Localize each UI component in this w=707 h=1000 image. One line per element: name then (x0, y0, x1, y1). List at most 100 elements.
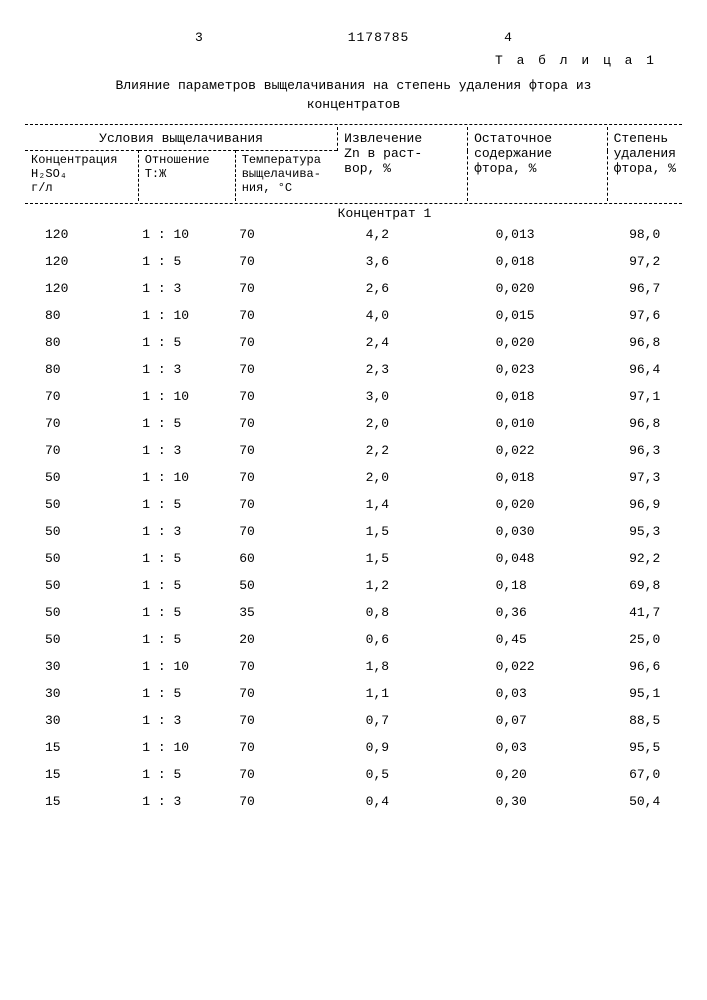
cell-c5: 0,03 (468, 734, 608, 761)
table-row: 151 : 10700,90,0395,5 (25, 734, 682, 761)
cell-c2: 1 : 3 (138, 518, 235, 545)
cell-c6: 97,6 (607, 302, 682, 329)
cell-c1: 15 (25, 734, 138, 761)
cell-c3: 70 (235, 680, 337, 707)
cell-c3: 70 (235, 356, 337, 383)
table-row: 801 : 3702,30,02396,4 (25, 356, 682, 383)
cell-c1: 50 (25, 626, 138, 653)
cell-c6: 98,0 (607, 221, 682, 248)
cell-c2: 1 : 5 (138, 410, 235, 437)
cell-c1: 50 (25, 464, 138, 491)
cell-c3: 50 (235, 572, 337, 599)
cell-c5: 0,022 (468, 437, 608, 464)
cell-c2: 1 : 5 (138, 599, 235, 626)
cell-c2: 1 : 10 (138, 734, 235, 761)
table-row: 151 : 3700,40,3050,4 (25, 788, 682, 815)
cell-c6: 95,1 (607, 680, 682, 707)
table-row: 301 : 3700,70,0788,5 (25, 707, 682, 734)
cell-c5: 0,010 (468, 410, 608, 437)
cell-c5: 0,020 (468, 329, 608, 356)
cell-c2: 1 : 5 (138, 680, 235, 707)
cell-c5: 0,022 (468, 653, 608, 680)
cell-c4: 3,0 (338, 383, 468, 410)
cell-c6: 95,3 (607, 518, 682, 545)
cell-c2: 1 : 5 (138, 572, 235, 599)
table-row: 501 : 5501,20,1869,8 (25, 572, 682, 599)
col-group-conditions: Условия выщелачивания (25, 127, 338, 151)
cell-c5: 0,45 (468, 626, 608, 653)
cell-c2: 1 : 5 (138, 545, 235, 572)
cell-c1: 15 (25, 788, 138, 815)
cell-c4: 2,0 (338, 464, 468, 491)
cell-c5: 0,030 (468, 518, 608, 545)
cell-c2: 1 : 3 (138, 275, 235, 302)
section-label: Концентрат 1 (338, 198, 432, 221)
table-row: 301 : 5701,10,0395,1 (25, 680, 682, 707)
cell-c5: 0,07 (468, 707, 608, 734)
cell-c1: 50 (25, 572, 138, 599)
cell-c2: 1 : 5 (138, 329, 235, 356)
cell-c2: 1 : 5 (138, 761, 235, 788)
section-row: Концентрат 1 (25, 206, 682, 221)
cell-c4: 2,3 (338, 356, 468, 383)
table-row: 501 : 5200,60,4525,0 (25, 626, 682, 653)
cell-c3: 70 (235, 302, 337, 329)
header-row-group: Условия выщелачивания Извлечение Zn в ра… (25, 127, 682, 151)
cell-c4: 2,4 (338, 329, 468, 356)
cell-c6: 96,8 (607, 329, 682, 356)
cell-c1: 50 (25, 545, 138, 572)
cell-c4: 1,5 (338, 518, 468, 545)
cell-c6: 25,0 (607, 626, 682, 653)
cell-c6: 97,1 (607, 383, 682, 410)
cell-c5: 0,020 (468, 275, 608, 302)
cell-c2: 1 : 3 (138, 356, 235, 383)
table-row: 701 : 3702,20,02296,3 (25, 437, 682, 464)
cell-c6: 96,9 (607, 491, 682, 518)
cell-c3: 70 (235, 653, 337, 680)
cell-c3: 70 (235, 491, 337, 518)
cell-c1: 15 (25, 761, 138, 788)
cell-c5: 0,36 (468, 599, 608, 626)
cell-c2: 1 : 5 (138, 491, 235, 518)
page-num-right: 4 (504, 30, 512, 45)
cell-c6: 67,0 (607, 761, 682, 788)
cell-c1: 30 (25, 707, 138, 734)
cell-c5: 0,048 (468, 545, 608, 572)
cell-c2: 1 : 10 (138, 221, 235, 248)
cell-c6: 92,2 (607, 545, 682, 572)
cell-c6: 95,5 (607, 734, 682, 761)
cell-c3: 35 (235, 599, 337, 626)
page-header: 3 1178785 4 (25, 30, 682, 45)
col-temp: Температура выщелачива- ния, °С (235, 151, 337, 202)
cell-c6: 97,2 (607, 248, 682, 275)
col-ratio: Отношение Т:Ж (138, 151, 235, 202)
cell-c4: 2,6 (338, 275, 468, 302)
cell-c3: 70 (235, 221, 337, 248)
cell-c2: 1 : 5 (138, 248, 235, 275)
cell-c2: 1 : 10 (138, 302, 235, 329)
cell-c3: 70 (235, 707, 337, 734)
cell-c1: 50 (25, 491, 138, 518)
table-row: 501 : 10702,00,01897,3 (25, 464, 682, 491)
table-row: 501 : 5350,80,3641,7 (25, 599, 682, 626)
cell-c4: 4,0 (338, 302, 468, 329)
cell-c1: 70 (25, 410, 138, 437)
cell-c5: 0,18 (468, 572, 608, 599)
table-row: 1201 : 5703,60,01897,2 (25, 248, 682, 275)
cell-c3: 70 (235, 734, 337, 761)
table-row: 301 : 10701,80,02296,6 (25, 653, 682, 680)
cell-c4: 0,5 (338, 761, 468, 788)
cell-c6: 69,8 (607, 572, 682, 599)
cell-c5: 0,015 (468, 302, 608, 329)
table-row: 501 : 3701,50,03095,3 (25, 518, 682, 545)
cell-c5: 0,018 (468, 383, 608, 410)
cell-c6: 96,3 (607, 437, 682, 464)
cell-c4: 0,8 (338, 599, 468, 626)
cell-c2: 1 : 3 (138, 437, 235, 464)
cell-c2: 1 : 3 (138, 707, 235, 734)
cell-c1: 70 (25, 437, 138, 464)
cell-c1: 50 (25, 599, 138, 626)
cell-c6: 50,4 (607, 788, 682, 815)
cell-c3: 60 (235, 545, 337, 572)
cell-c3: 70 (235, 761, 337, 788)
